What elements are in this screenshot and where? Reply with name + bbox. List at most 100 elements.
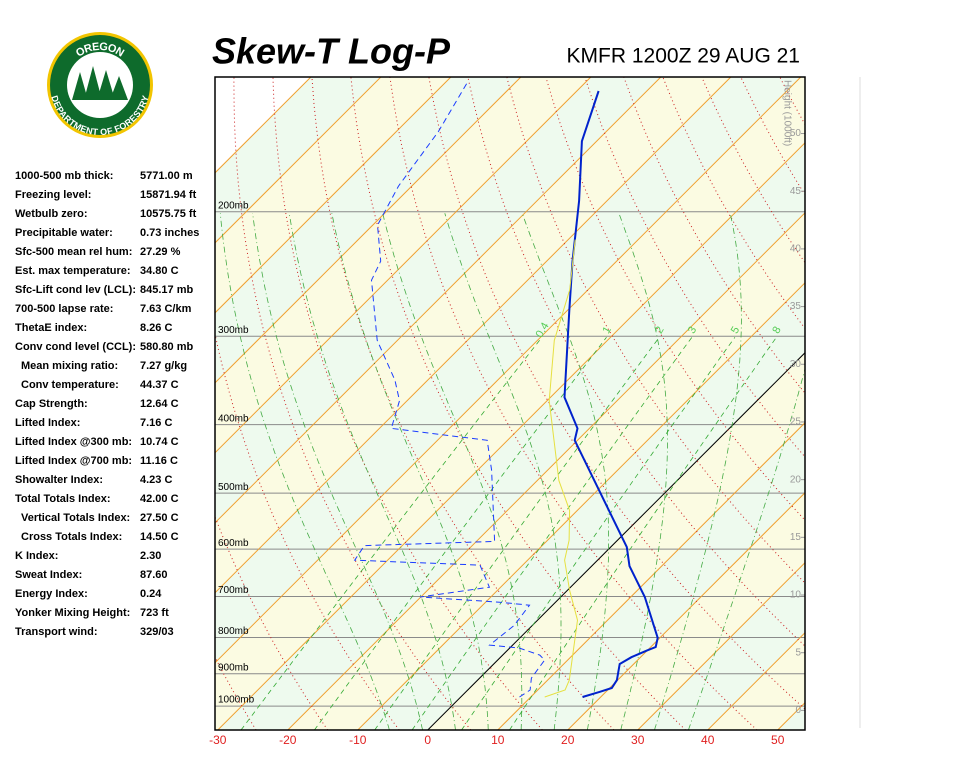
- height-tick-label: 10: [790, 590, 802, 601]
- isotherm-band: [215, 77, 805, 730]
- profile-trace: [353, 81, 546, 698]
- isotherm: [567, 492, 805, 730]
- height-tick-label: 15: [790, 532, 802, 543]
- stat-value: 329/03: [140, 626, 174, 638]
- moist-adiabat: [618, 213, 668, 730]
- stat-label: Sfc-Lift cond lev (LCL):: [15, 284, 136, 296]
- pressure-label: 400mb: [218, 413, 249, 424]
- stat-value: 723 ft: [140, 607, 169, 619]
- x-tick-label: -20: [279, 733, 297, 747]
- stat-label: ThetaE index:: [15, 322, 87, 334]
- mixing-ratio-line: [411, 337, 693, 730]
- stat-label: Yonker Mixing Height:: [15, 607, 130, 619]
- mixing-ratio-label: 3: [686, 325, 699, 336]
- x-tick-label: 50: [771, 733, 785, 747]
- isotherm: [215, 77, 592, 454]
- isotherm: [357, 282, 805, 730]
- moist-adiabat: [521, 213, 609, 730]
- moist-adiabat: [331, 213, 489, 730]
- logo-trees: [72, 66, 128, 100]
- x-tick-label: 40: [701, 733, 715, 747]
- x-tick-label: 30: [631, 733, 645, 747]
- isotherm: [497, 422, 805, 730]
- isotherm: [637, 562, 805, 730]
- labels: 200mb 300mb 400mb 500mb 600mb 700mb 800mb 900mb…: [209, 80, 805, 747]
- dry-adiabat: [506, 77, 805, 584]
- dry-adiabat: [215, 331, 400, 730]
- height-tick-label: 35: [790, 301, 802, 312]
- stat-label: Est. max temperature:: [15, 265, 131, 277]
- height-tick-label: 20: [790, 474, 802, 485]
- pressure-label: 300mb: [218, 325, 249, 336]
- stat-value: 44.37 C: [140, 379, 179, 391]
- dry-adiabat: [350, 77, 686, 730]
- profile-trace: [544, 239, 579, 698]
- mixing-ratio-label: 5: [729, 325, 742, 336]
- mixing-ratio-line: [314, 337, 607, 730]
- pressure-label: 200mb: [218, 200, 249, 211]
- isotherm: [287, 212, 805, 730]
- isotherm: [217, 142, 805, 730]
- dry-adiabat: [233, 77, 472, 730]
- station: KMFR 1200Z 29 AUG 21: [567, 45, 800, 68]
- stat-label: 1000-500 mb thick:: [15, 170, 113, 182]
- pressure-label: 800mb: [218, 626, 249, 637]
- stat-value: 87.60: [140, 569, 168, 581]
- stat-label: Freezing level:: [15, 189, 91, 201]
- height-tick-label: 30: [790, 359, 802, 370]
- mixing-ratio-line: [240, 337, 543, 730]
- stat-value: 27.29 %: [140, 246, 181, 258]
- pressure-label: 900mb: [218, 662, 249, 673]
- stat-value: 4.23 C: [140, 474, 172, 486]
- plot-frame: [214, 76, 806, 731]
- height-tick-label: 40: [790, 244, 802, 255]
- dry-adiabat: [215, 656, 257, 730]
- dry-adiabat: [428, 77, 805, 710]
- stat-label: Conv temperature:: [21, 379, 119, 391]
- pressure-label: 1000mb: [218, 695, 255, 706]
- stat-label: Showalter Index:: [15, 474, 103, 486]
- stat-value: 0.24: [140, 588, 162, 600]
- moist-adiabat: [688, 367, 805, 730]
- x-tick-label: -30: [209, 733, 227, 747]
- dry-adiabat: [389, 77, 758, 730]
- title: Skew-T Log-P: [212, 31, 451, 72]
- pressure-label: 500mb: [218, 482, 249, 493]
- stat-label: 700-500 lapse rate:: [15, 303, 113, 315]
- stat-value: 7.27 g/kg: [140, 360, 187, 372]
- stat-value: 15871.94 ft: [140, 189, 197, 201]
- mixing-ratio-line: [374, 337, 660, 730]
- stat-value: 42.00 C: [140, 493, 179, 505]
- traces: [353, 81, 659, 698]
- x-tick-label: 10: [491, 733, 505, 747]
- logo-center: [67, 52, 133, 118]
- isotherm: [215, 77, 382, 244]
- moist-adiabat: [444, 213, 562, 730]
- x-tick-label: 20: [561, 733, 575, 747]
- dry-adiabat: [779, 77, 805, 126]
- stat-label: Cap Strength:: [15, 398, 88, 410]
- isotherm: [215, 77, 732, 594]
- height-tick-label: 0: [795, 705, 801, 716]
- stat-label: Precipitable water:: [15, 227, 113, 239]
- stat-label: Total Totals Index:: [15, 493, 111, 505]
- pressure-label: 700mb: [218, 585, 249, 596]
- grid: [215, 77, 960, 730]
- stat-label: Cross Totals Index:: [21, 531, 122, 543]
- stat-value: 8.26 C: [140, 322, 172, 334]
- moist-adiabat: [382, 213, 523, 730]
- dry-adiabat: [272, 77, 543, 730]
- x-tick-label: 0: [424, 733, 431, 747]
- dry-adiabat: [819, 77, 960, 730]
- stat-label: Lifted Index @700 mb:: [15, 455, 132, 467]
- stats: 1000-500 mb thick: 5771.00 m Freezing leve…: [15, 170, 199, 638]
- stat-value: 12.64 C: [140, 398, 179, 410]
- stat-label: Conv cond level (CCL):: [15, 341, 136, 353]
- stat-value: 14.50 C: [140, 531, 179, 543]
- isotherm: [215, 77, 522, 384]
- stat-label: Energy Index:: [15, 588, 88, 600]
- stat-value: 34.80 C: [140, 265, 179, 277]
- stat-label: Wetbulb zero:: [15, 208, 88, 220]
- stat-label: Sweat Index:: [15, 569, 82, 581]
- logo: OREGON DEPARTMENT OF FORESTRY: [47, 32, 153, 138]
